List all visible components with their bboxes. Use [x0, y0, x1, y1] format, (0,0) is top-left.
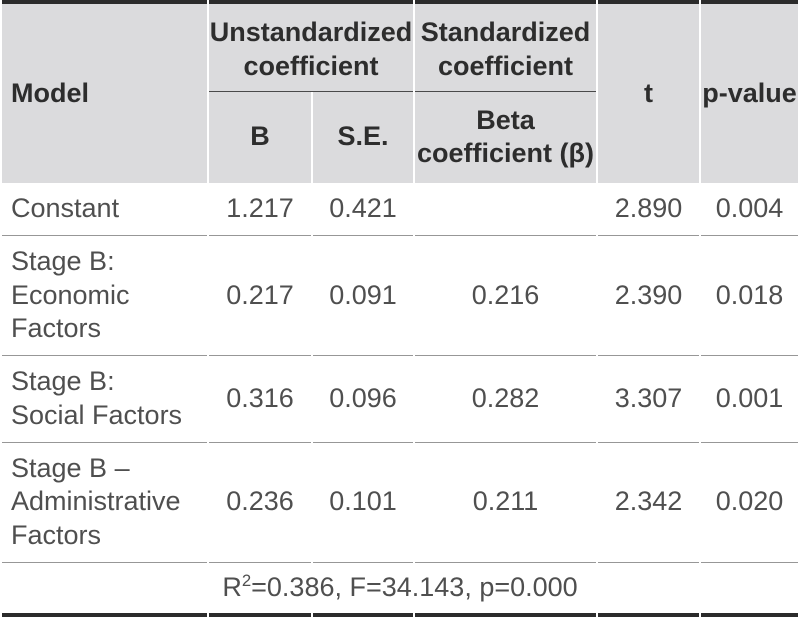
header-cell-beta-coefficient: Beta coefficient (β) — [415, 91, 596, 183]
b-value: 0.236 — [209, 443, 311, 563]
b-value: 0.217 — [209, 236, 311, 356]
beta-value: 0.216 — [415, 236, 596, 356]
t-value: 2.890 — [598, 183, 699, 236]
table-body: Constant 1.217 0.421 2.890 0.004 Stage B… — [2, 183, 798, 563]
se-value: 0.096 — [313, 356, 413, 443]
table-row-constant: Constant 1.217 0.421 2.890 0.004 — [2, 183, 798, 236]
header-row-sub: B S.E. Beta coefficient (β) — [2, 91, 798, 183]
header-cell-model: Model — [2, 0, 207, 183]
beta-value — [415, 183, 596, 236]
t-value: 2.390 — [598, 236, 699, 356]
beta-value: 0.211 — [415, 443, 596, 563]
t-value: 2.342 — [598, 443, 699, 563]
model-label: Stage B: Economic Factors — [2, 236, 207, 356]
table-header: Model Unstandardized coefficient Standar… — [2, 0, 798, 183]
b-value: 0.316 — [209, 356, 311, 443]
model-label: Constant — [2, 183, 207, 236]
p-value: 0.020 — [701, 443, 798, 563]
header-cell-se: S.E. — [313, 91, 413, 183]
header-cell-p-value: p-value — [701, 0, 798, 183]
header-cell-t: t — [598, 0, 699, 183]
header-cell-standardized-coefficient: Standardized coefficient — [415, 0, 596, 92]
table-row-economic-factors: Stage B: Economic Factors 0.217 0.091 0.… — [2, 236, 798, 356]
table-row-administrative-factors: Stage B – Administrative Factors 0.236 0… — [2, 443, 798, 563]
p-value: 0.001 — [701, 356, 798, 443]
model-label: Stage B – Administrative Factors — [2, 443, 207, 563]
header-cell-unstandardized-coefficient: Unstandardized coefficient — [209, 0, 413, 92]
model-fit-statistics: R2=0.386, F=34.143, p=0.000 — [2, 563, 798, 613]
footer-row: R2=0.386, F=34.143, p=0.000 — [2, 563, 798, 613]
se-value: 0.421 — [313, 183, 413, 236]
se-value: 0.101 — [313, 443, 413, 563]
b-value: 1.217 — [209, 183, 311, 236]
r-label: R — [222, 571, 242, 602]
t-value: 3.307 — [598, 356, 699, 443]
table-row-social-factors: Stage B: Social Factors 0.316 0.096 0.28… — [2, 356, 798, 443]
bottom-rule — [2, 612, 798, 617]
beta-value: 0.282 — [415, 356, 596, 443]
p-value: 0.018 — [701, 236, 798, 356]
fit-statistics-text: =0.386, F=34.143, p=0.000 — [251, 571, 578, 602]
header-row-top: Model Unstandardized coefficient Standar… — [2, 0, 798, 183]
se-value: 0.091 — [313, 236, 413, 356]
p-value: 0.004 — [701, 183, 798, 236]
header-cell-b: B — [209, 91, 311, 183]
model-label: Stage B: Social Factors — [2, 356, 207, 443]
r-squared-superscript: 2 — [241, 570, 252, 590]
table-footer: R2=0.386, F=34.143, p=0.000 — [2, 563, 798, 617]
